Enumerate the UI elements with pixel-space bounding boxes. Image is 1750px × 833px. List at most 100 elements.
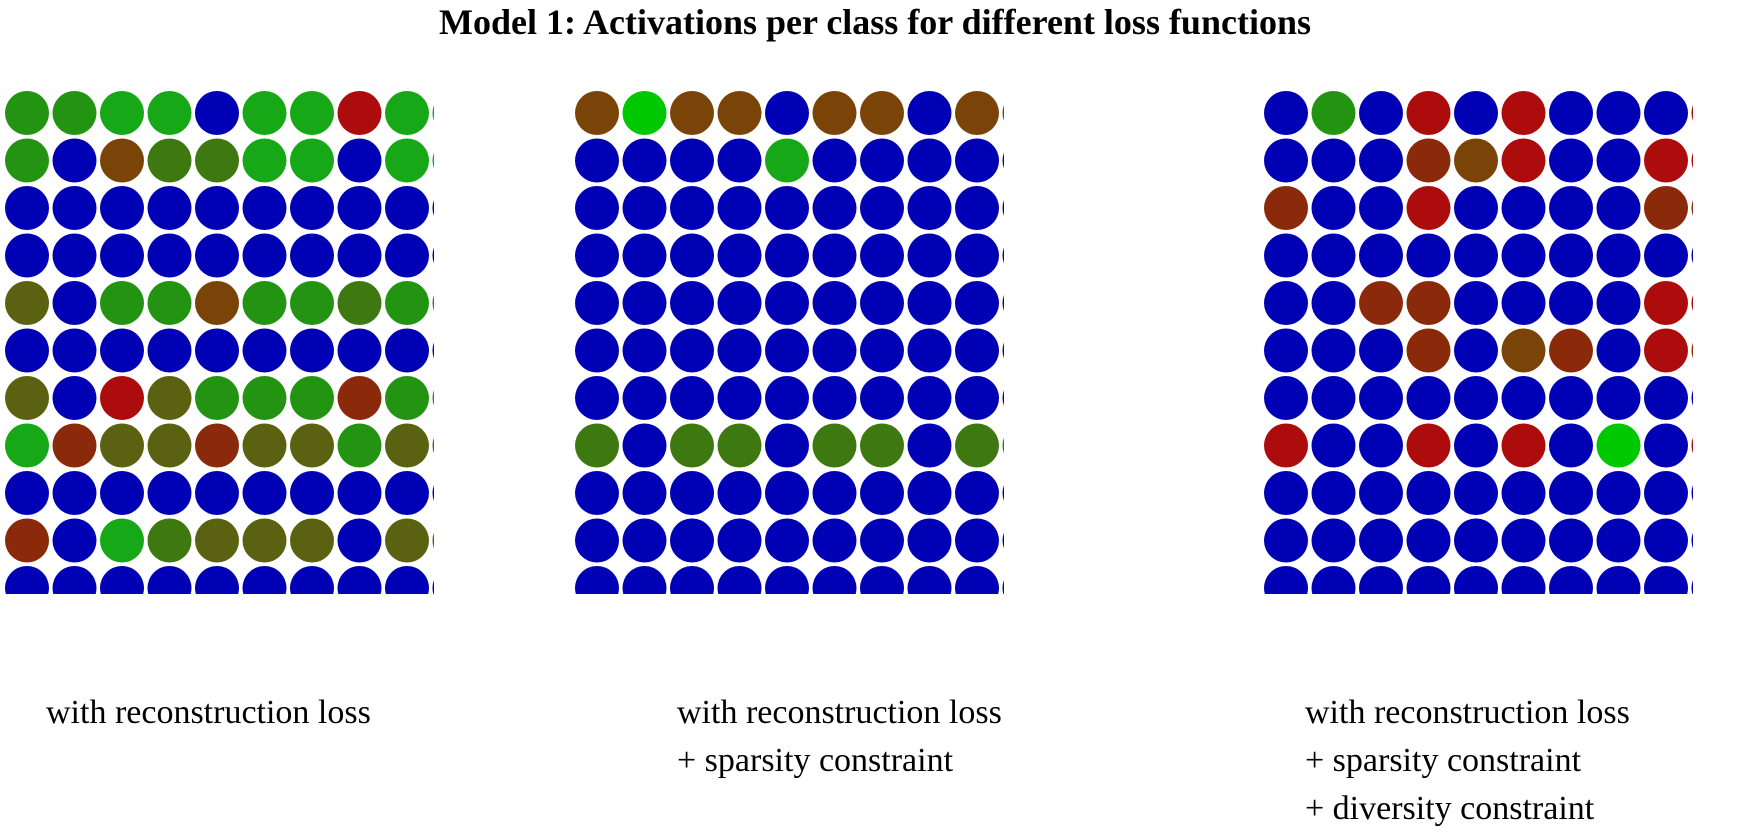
activation-cell-r8-c8: [907, 423, 952, 468]
activation-cell-r9-c10: [1691, 485, 1693, 501]
activation-cell-r6-c6: [242, 328, 287, 373]
activation-cell-r11-c10: [1002, 580, 1004, 594]
activation-cell-r6-c4: [717, 328, 762, 373]
activation-cell-r8-c5: [1454, 423, 1498, 468]
activation-cell-r11-c5: [195, 566, 239, 594]
activation-cell-r3-c8: [1596, 186, 1641, 230]
activation-cell-r3-c2: [622, 186, 667, 230]
activation-cell-r9-c7: [290, 471, 334, 515]
activation-cell-r4-c9: [1644, 233, 1688, 278]
activation-cell-r6-c4: [1406, 328, 1451, 373]
activation-cell-r4-c6: [1501, 233, 1546, 278]
activation-cell-r6-c9: [1644, 328, 1688, 373]
activation-cell-r1-c2: [52, 91, 97, 135]
activation-cell-r6-c1: [575, 328, 619, 373]
activation-cell-r9-c6: [812, 471, 857, 515]
activation-cell-r1-c4: [717, 91, 762, 135]
activation-cell-r11-c4: [717, 566, 762, 594]
activation-cell-r8-c4: [147, 423, 192, 468]
activation-cell-r5-c9: [385, 281, 429, 325]
activation-cell-r10-c4: [147, 518, 192, 563]
activation-cell-r6-c9: [955, 328, 999, 373]
activation-cell-r8-c7: [860, 423, 904, 468]
activation-cell-r6-c7: [290, 328, 334, 373]
activation-cell-r9-c4: [717, 471, 762, 515]
activation-cell-r1-c10: [1691, 105, 1693, 121]
activation-cell-r4-c8: [1596, 233, 1641, 278]
activation-cell-r6-c3: [670, 328, 714, 373]
activation-cell-r7-c8: [1596, 376, 1641, 420]
activation-cell-r2-c3: [670, 138, 714, 183]
activation-cell-r3-c3: [100, 186, 144, 230]
activation-cell-r6-c2: [52, 328, 97, 373]
activation-cell-r8-c10: [432, 437, 434, 454]
activation-cell-r9-c2: [52, 471, 97, 515]
activation-cell-r5-c10: [432, 295, 434, 311]
activation-cell-r9-c8: [907, 471, 952, 515]
activation-cell-r8-c6: [812, 423, 857, 468]
activation-cell-r11-c1: [1264, 566, 1308, 594]
activation-cell-r1-c1: [5, 91, 49, 135]
activation-cell-r2-c6: [1501, 138, 1546, 183]
activation-cell-r4-c7: [1549, 233, 1593, 278]
activation-cell-r7-c10: [432, 390, 434, 406]
activation-cell-r6-c8: [1596, 328, 1641, 373]
activation-cell-r1-c1: [1264, 91, 1308, 135]
activation-cell-r8-c1: [5, 423, 49, 468]
panel-diversity: [1263, 86, 1693, 594]
activation-cell-r11-c10: [1691, 580, 1693, 594]
activation-cell-r4-c3: [1359, 233, 1403, 278]
activation-cell-r8-c8: [337, 423, 382, 468]
activation-cell-r1-c9: [1644, 91, 1688, 135]
activation-cell-r6-c1: [5, 328, 49, 373]
activation-cell-r9-c1: [5, 471, 49, 515]
activation-cell-r7-c6: [812, 376, 857, 420]
activation-cell-r8-c2: [622, 423, 667, 468]
activation-cell-r2-c3: [100, 138, 144, 183]
activation-cell-r9-c9: [385, 471, 429, 515]
activation-cell-r1-c8: [907, 91, 952, 135]
activation-cell-r11-c7: [290, 566, 334, 594]
activation-grid-reconstruction: [5, 91, 434, 594]
activation-cell-r7-c2: [622, 376, 667, 420]
activation-cell-r5-c2: [52, 281, 97, 325]
activation-cell-r11-c5: [1454, 566, 1498, 594]
activation-cell-r7-c2: [52, 376, 97, 420]
activation-cell-r10-c9: [1644, 518, 1688, 563]
activation-cell-r2-c7: [1549, 138, 1593, 183]
activation-cell-r7-c4: [717, 376, 762, 420]
activation-cell-r9-c9: [1644, 471, 1688, 515]
activation-cell-r5-c3: [670, 281, 714, 325]
activation-cell-r11-c5: [765, 566, 809, 594]
activation-cell-r4-c4: [717, 233, 762, 278]
activation-cell-r7-c9: [955, 376, 999, 420]
activation-cell-r7-c6: [1501, 376, 1546, 420]
activation-cell-r8-c1: [575, 423, 619, 468]
activation-cell-r3-c1: [575, 186, 619, 230]
activation-cell-r6-c6: [1501, 328, 1546, 373]
activation-cell-r3-c3: [670, 186, 714, 230]
activation-cell-r8-c8: [1596, 423, 1641, 468]
activation-cell-r10-c2: [622, 518, 667, 563]
caption-line-2: + sparsity constraint: [1305, 742, 1582, 779]
activation-cell-r4-c2: [1311, 233, 1356, 278]
activation-cell-r1-c6: [242, 91, 287, 135]
activation-cell-r9-c2: [1311, 471, 1356, 515]
activation-cell-r10-c5: [765, 518, 809, 563]
activation-cell-r2-c10: [432, 152, 434, 169]
activation-cell-r2-c8: [337, 138, 382, 183]
activation-cell-r4-c10: [1691, 247, 1693, 264]
activation-cell-r1-c4: [147, 91, 192, 135]
activation-cell-r9-c5: [1454, 471, 1498, 515]
activation-cell-r1-c9: [385, 91, 429, 135]
activation-cell-r1-c5: [1454, 91, 1498, 135]
activation-cell-r10-c2: [52, 518, 97, 563]
activation-cell-r2-c9: [1644, 138, 1688, 183]
caption-line-1: with reconstruction loss: [46, 694, 371, 731]
activation-grid-sparsity: [575, 91, 1004, 594]
activation-cell-r2-c6: [812, 138, 857, 183]
activation-cell-r11-c1: [5, 566, 49, 594]
activation-cell-r3-c4: [717, 186, 762, 230]
activation-cell-r3-c10: [1002, 200, 1004, 216]
activation-cell-r5-c5: [1454, 281, 1498, 325]
